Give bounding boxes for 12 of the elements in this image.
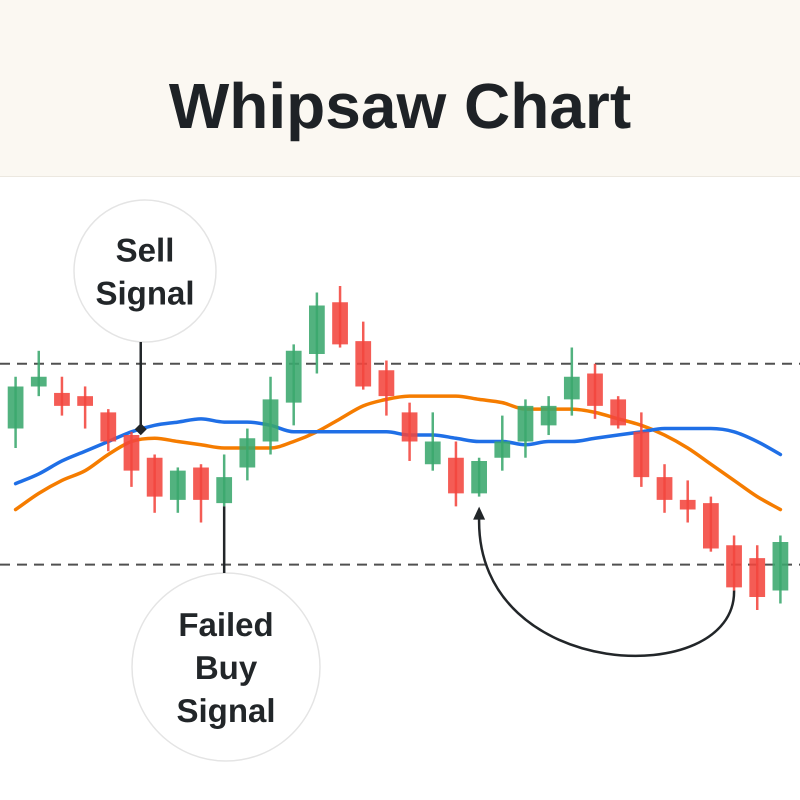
candlestick <box>424 411 441 472</box>
annotation: Failed Buy Signal <box>176 606 276 729</box>
candlestick <box>540 394 557 436</box>
candlestick <box>77 385 93 430</box>
chart-title: Whipsaw Chart <box>168 70 632 142</box>
candlestick <box>656 462 672 514</box>
annotation: Sell Signal <box>95 232 195 312</box>
candlestick <box>680 479 696 524</box>
candlestick <box>30 350 47 398</box>
candlestick <box>54 375 70 417</box>
candlestick <box>564 346 580 417</box>
candlestick <box>494 414 510 472</box>
